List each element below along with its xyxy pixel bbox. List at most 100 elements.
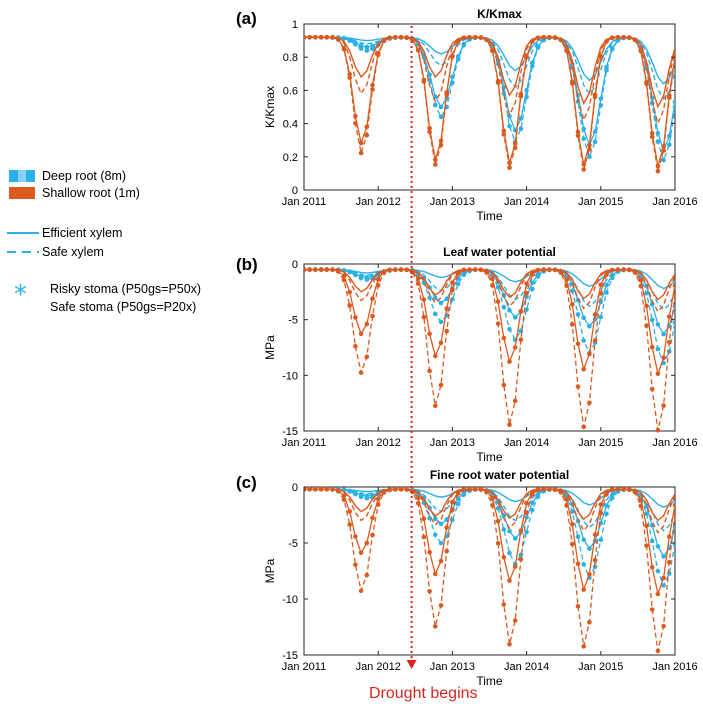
asterisk-marker-icon: * — [14, 280, 27, 310]
series-marker — [364, 572, 370, 578]
series-marker — [313, 486, 318, 492]
series-group — [304, 35, 675, 174]
panel-label: (a) — [236, 9, 257, 28]
panel-title: Fine root water potential — [430, 468, 569, 482]
series-marker — [438, 382, 444, 388]
series-marker — [604, 492, 609, 497]
series-marker — [450, 80, 455, 85]
series-marker — [592, 557, 598, 563]
series-marker — [524, 515, 529, 520]
series-marker — [341, 36, 347, 41]
x-tick-label: Jan 2012 — [356, 196, 401, 208]
series-marker — [581, 167, 586, 172]
series-marker — [672, 99, 675, 104]
series-marker — [461, 487, 467, 493]
x-tick-label: Jan 2013 — [430, 661, 475, 673]
series-marker — [518, 116, 524, 121]
series-marker — [632, 37, 638, 43]
y-axis-label: MPa — [263, 558, 277, 583]
series-marker — [661, 554, 666, 559]
series-marker — [575, 341, 581, 347]
series-marker — [621, 267, 626, 272]
series-marker — [524, 54, 529, 60]
series-marker — [304, 267, 307, 272]
x-tick-label: Jan 2012 — [356, 437, 401, 449]
series-line-8 — [304, 268, 675, 431]
series-marker — [507, 578, 512, 583]
series-marker — [649, 607, 655, 612]
series-marker — [364, 48, 370, 53]
series-marker — [518, 126, 524, 132]
series-marker — [604, 39, 609, 44]
series-marker — [558, 489, 564, 495]
series-marker — [444, 328, 450, 334]
series-marker — [535, 45, 541, 50]
series-marker — [393, 267, 398, 272]
series-marker — [370, 313, 375, 319]
series-marker — [541, 35, 546, 40]
series-marker — [347, 489, 353, 494]
series-marker — [438, 558, 444, 564]
series-marker — [370, 46, 375, 52]
series-marker — [644, 323, 649, 328]
series-marker — [530, 500, 535, 506]
panel-c: Jan 2011 Jan 2012 Jan 2013 Jan 2014 Jan 2015… — [236, 468, 698, 688]
series-marker — [581, 367, 586, 372]
series-marker — [535, 494, 541, 500]
series-marker — [672, 320, 675, 326]
series-marker — [672, 291, 675, 297]
series-marker — [438, 603, 444, 608]
series-marker — [318, 35, 324, 40]
series-marker — [621, 35, 626, 40]
series-marker — [455, 501, 461, 507]
series-marker — [364, 540, 370, 546]
series-marker — [438, 114, 444, 120]
series-marker — [467, 487, 472, 492]
series-marker — [381, 270, 387, 276]
y-tick-label: -5 — [288, 538, 298, 550]
series-marker — [581, 587, 586, 592]
series-marker — [552, 487, 558, 492]
series-marker — [530, 491, 535, 497]
series-marker — [644, 503, 649, 509]
series-marker — [427, 368, 432, 374]
series-marker — [609, 46, 615, 52]
y-tick-label: -15 — [282, 426, 298, 438]
series-marker — [415, 281, 421, 286]
drought-label: Drought begins — [369, 685, 478, 702]
series-marker — [667, 534, 672, 539]
series-marker — [358, 275, 364, 281]
panels: Jan 2011 Jan 2012 Jan 2013 Jan 2014 Jan 2015… — [236, 7, 698, 688]
series-marker — [341, 46, 347, 52]
series-marker — [621, 487, 626, 492]
series-marker — [433, 311, 438, 317]
series-marker — [307, 267, 313, 272]
series-marker — [472, 267, 478, 272]
series-marker — [518, 337, 524, 342]
series-marker — [398, 267, 404, 272]
series-marker — [444, 92, 450, 97]
series-marker — [444, 306, 450, 311]
series-marker — [444, 548, 450, 554]
series-marker — [358, 588, 364, 593]
series-line-8 — [304, 36, 675, 172]
series-marker — [495, 285, 501, 290]
series-marker — [353, 42, 358, 47]
series-marker — [318, 486, 324, 492]
series-marker — [535, 487, 541, 493]
series-marker — [581, 315, 586, 321]
series-marker — [570, 81, 575, 86]
series-marker — [433, 571, 438, 577]
series-marker — [467, 267, 472, 272]
series-marker — [438, 142, 444, 148]
shallow-root-label: Shallow root (1m) — [42, 186, 140, 200]
series-marker — [661, 623, 666, 629]
series-marker — [512, 145, 518, 151]
series-marker — [467, 35, 472, 40]
series-marker — [667, 339, 672, 345]
series-marker — [433, 102, 438, 108]
series-marker — [632, 490, 638, 495]
series-marker — [507, 307, 512, 313]
series-marker — [512, 141, 518, 146]
